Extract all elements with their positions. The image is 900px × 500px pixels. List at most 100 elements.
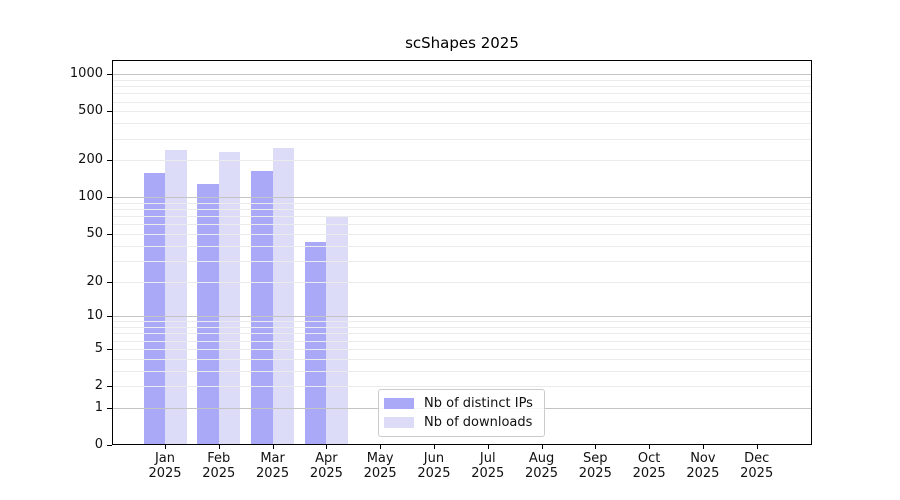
- y-tick-mark: [107, 234, 112, 235]
- x-tick-label-dec: Dec 2025: [725, 451, 789, 481]
- gridline-minor: [112, 358, 812, 360]
- gridline-minor: [112, 348, 812, 350]
- y-tick-label: 50: [86, 226, 103, 242]
- gridline-minor: [112, 281, 812, 283]
- bar-feb-downloads: [218, 151, 241, 445]
- gridline-minor: [112, 333, 812, 335]
- x-tick-year: 2025: [256, 466, 290, 481]
- y-tick-label: 0: [94, 437, 103, 452]
- gridline-major: [112, 316, 812, 318]
- y-tick-mark: [107, 445, 112, 446]
- bar-apr-downloads: [326, 215, 348, 445]
- gridline-minor: [112, 123, 812, 125]
- bar-mar-downloads: [272, 147, 295, 445]
- y-tick-mark: [107, 111, 112, 112]
- x-tick-month: Jun: [423, 451, 445, 466]
- x-tick-month: Oct: [637, 451, 661, 466]
- y-tick-label: 2: [94, 378, 103, 394]
- x-tick-month: Apr: [315, 451, 338, 466]
- x-tick-month: Jul: [479, 451, 496, 466]
- x-tick-year: 2025: [202, 466, 236, 481]
- x-tick-month: Jan: [154, 451, 176, 466]
- legend-label-distinct-ips: Nb of distinct IPs: [424, 396, 533, 412]
- x-tick-label-jul: Jul 2025: [456, 451, 520, 481]
- x-tick-mark: [380, 445, 381, 449]
- x-tick-month: Dec: [744, 451, 770, 466]
- x-tick-month: Feb: [207, 451, 231, 466]
- x-tick-month: May: [366, 451, 394, 466]
- y-tick-label: 200: [78, 152, 103, 168]
- x-tick-year: 2025: [686, 466, 720, 481]
- y-tick-mark: [107, 160, 112, 161]
- x-tick-mark: [273, 445, 274, 449]
- x-tick-label-feb: Feb 2025: [187, 451, 251, 481]
- x-tick-year: 2025: [578, 466, 612, 481]
- y-tick-mark: [107, 316, 112, 317]
- x-tick-label-jan: Jan 2025: [133, 451, 197, 481]
- gridline-major: [112, 74, 812, 76]
- gridline-minor: [112, 224, 812, 226]
- x-tick-mark: [488, 445, 489, 449]
- x-tick-year: 2025: [417, 466, 451, 481]
- x-tick-label-oct: Oct 2025: [617, 451, 681, 481]
- legend: Nb of distinct IPs Nb of downloads: [378, 389, 545, 437]
- gridline-minor: [112, 79, 812, 81]
- x-tick-year: 2025: [471, 466, 505, 481]
- x-tick-label-apr: Apr 2025: [294, 451, 358, 481]
- x-tick-year: 2025: [632, 466, 666, 481]
- y-tick-label: 100: [78, 189, 103, 205]
- x-tick-mark: [703, 445, 704, 449]
- gridline-minor: [112, 101, 812, 103]
- x-tick-mark: [757, 445, 758, 449]
- x-tick-label-sep: Sep 2025: [563, 451, 627, 481]
- plot-area: [112, 60, 812, 445]
- gridline-minor: [112, 111, 812, 113]
- y-tick-label: 1: [94, 399, 103, 415]
- gridline-minor: [112, 138, 812, 140]
- x-tick-label-nov: Nov 2025: [671, 451, 735, 481]
- gridline-minor: [112, 386, 812, 388]
- gridline-minor: [112, 216, 812, 218]
- gridline-minor: [112, 86, 812, 88]
- x-tick-month: Nov: [690, 451, 716, 466]
- bar-jan-downloads: [165, 149, 187, 445]
- x-tick-year: 2025: [363, 466, 397, 481]
- gridline-minor: [112, 370, 812, 372]
- legend-swatch-distinct-ips-icon: [384, 398, 414, 410]
- gridline-minor: [112, 321, 812, 323]
- x-tick-mark: [595, 445, 596, 449]
- gridline-major: [112, 197, 812, 199]
- x-tick-year: 2025: [148, 466, 182, 481]
- gridline-minor: [112, 160, 812, 162]
- y-tick-mark: [107, 74, 112, 75]
- y-tick-mark: [107, 282, 112, 283]
- legend-item-downloads: Nb of downloads: [384, 415, 540, 430]
- x-tick-year: 2025: [740, 466, 774, 481]
- y-tick-mark: [107, 386, 112, 387]
- x-tick-mark: [219, 445, 220, 449]
- x-tick-mark: [542, 445, 543, 449]
- gridline-minor: [112, 327, 812, 329]
- y-tick-label: 10: [86, 308, 103, 324]
- x-tick-mark: [326, 445, 327, 449]
- x-tick-year: 2025: [309, 466, 343, 481]
- x-tick-mark: [165, 445, 166, 449]
- chart-title: scShapes 2025: [405, 34, 519, 52]
- x-tick-label-may: May 2025: [348, 451, 412, 481]
- y-tick-label: 5: [94, 340, 103, 356]
- bar-jan-distinct-ips: [143, 173, 165, 445]
- gridline-minor: [112, 245, 812, 247]
- y-tick-mark: [107, 408, 112, 409]
- x-tick-month: Mar: [260, 451, 285, 466]
- gridline-minor: [112, 93, 812, 95]
- x-tick-month: Aug: [528, 451, 555, 466]
- bar-feb-distinct-ips: [197, 184, 219, 445]
- y-tick-label: 500: [78, 103, 103, 119]
- bar-mar-distinct-ips: [251, 170, 273, 445]
- gridline-minor: [112, 234, 812, 236]
- y-tick-label: 20: [86, 273, 103, 289]
- y-tick-mark: [107, 349, 112, 350]
- x-tick-mark: [434, 445, 435, 449]
- x-tick-label-mar: Mar 2025: [241, 451, 305, 481]
